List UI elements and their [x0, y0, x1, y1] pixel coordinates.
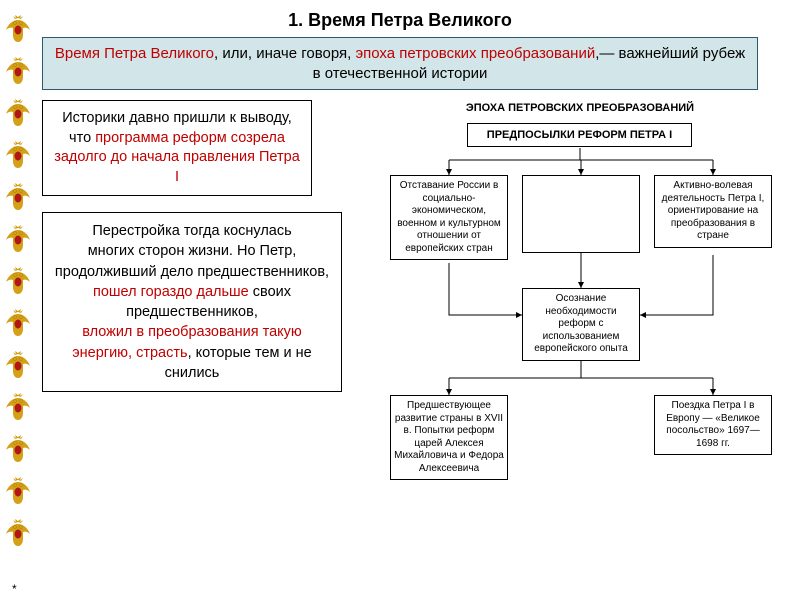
diagram-root: ПРЕДПОСЫЛКИ РЕФОРМ ПЕТРА I	[467, 123, 692, 147]
eagle-icon	[4, 308, 32, 338]
eagle-icon	[4, 140, 32, 170]
eagle-decor-column	[4, 14, 36, 548]
left-box-2: Перестройка тогда коснулась многих сторо…	[42, 212, 342, 392]
eagle-icon	[4, 182, 32, 212]
banner-text-3: эпоха петровских преобразований	[355, 45, 595, 62]
box3-t2: многих сторон жизни. Но Петр, продолживш…	[55, 243, 329, 279]
flow-box-6: Поездка Петра I в Европу — «Великое посо…	[654, 395, 772, 455]
page-title: 1. Время Петра Великого	[0, 10, 800, 31]
banner-text-1: Время Петра Великого	[55, 45, 214, 62]
footnote-asterisk: *	[12, 582, 17, 596]
eagle-icon	[4, 350, 32, 380]
eagle-icon	[4, 266, 32, 296]
flow-box-5: Предшествующее развитие страны в XVII в.…	[390, 395, 508, 480]
eagle-icon	[4, 98, 32, 128]
eagle-icon	[4, 434, 32, 464]
flow-box-2	[522, 175, 640, 253]
eagle-icon	[4, 392, 32, 422]
eagle-icon	[4, 518, 32, 548]
eagle-icon	[4, 476, 32, 506]
eagle-icon	[4, 56, 32, 86]
box3-t1: Перестройка тогда коснулась	[92, 223, 291, 239]
box3-t6: , которые тем и не снились	[165, 345, 312, 381]
eagle-icon	[4, 224, 32, 254]
flow-box-1: Отставание России в социально-экономичес…	[390, 175, 508, 260]
left-box-1: Историки давно пришли к выводу, что прог…	[42, 100, 312, 196]
banner-text-2: , или, иначе говоря,	[214, 45, 355, 62]
flow-box-3: Активно-волевая деятельность Петра I, ор…	[654, 175, 772, 248]
banner-box: Время Петра Великого, или, иначе говоря,…	[42, 37, 758, 90]
flow-box-4: Осознание необходимости реформ с использ…	[522, 288, 640, 361]
box3-t3: пошел гораздо дальше	[93, 284, 253, 300]
diagram-title: ЭПОХА ПЕТРОВСКИХ ПРЕОБРАЗОВАНИЙ	[395, 102, 765, 114]
